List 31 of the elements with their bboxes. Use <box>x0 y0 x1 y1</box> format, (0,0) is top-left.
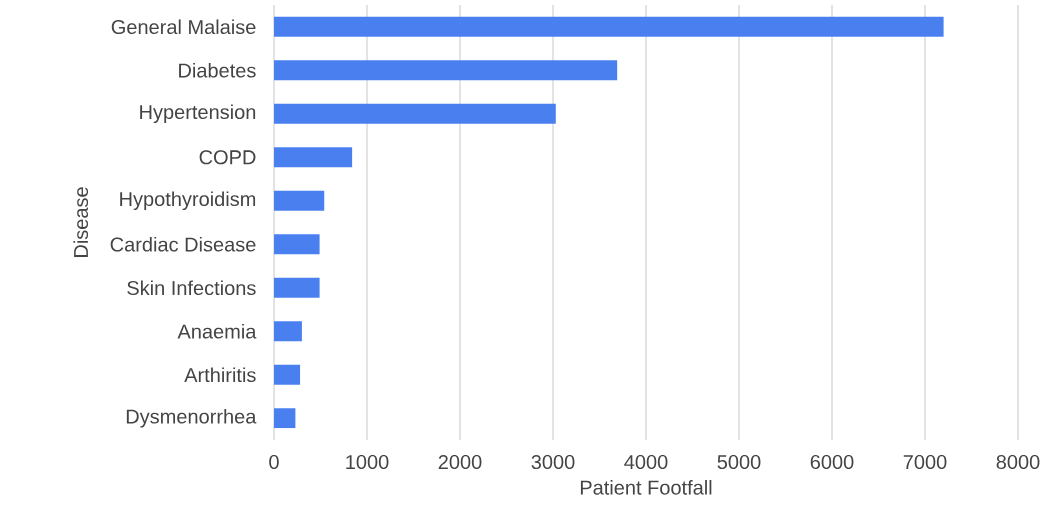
bar <box>274 190 325 211</box>
x-tick-label: 6000 <box>810 454 854 470</box>
bar <box>274 103 556 124</box>
bar <box>274 321 302 342</box>
x-tick-label: 5000 <box>717 454 761 470</box>
x-tick-label: 1000 <box>346 454 389 470</box>
y-tick-label: Dysmenorrhea <box>126 408 257 428</box>
bar <box>274 147 353 168</box>
y-tick-label: Hypothyroidism <box>120 191 256 211</box>
y-tick-label: Cardiac Disease <box>110 236 256 252</box>
x-tick-label: 7000 <box>903 454 947 470</box>
y-tick-label: COPD <box>199 150 256 165</box>
y-tick-label: Anaemia <box>177 323 257 339</box>
x-tick-label: 4000 <box>624 454 668 470</box>
y-tick-label: Skin Infections <box>127 280 256 296</box>
x-tick-label: 0 <box>269 454 279 470</box>
y-tick-label: Hypertension <box>140 104 256 124</box>
bar <box>274 16 944 37</box>
x-tick-label: 8000 <box>996 454 1040 470</box>
bar <box>274 408 296 429</box>
y-tick-label: Diabetes <box>179 62 256 78</box>
bar <box>274 234 320 255</box>
x-tick-label: 3000 <box>531 454 575 470</box>
bar <box>274 60 618 81</box>
bar <box>274 364 301 385</box>
x-axis-title: Patient Footfall <box>580 480 712 495</box>
bar <box>274 277 320 298</box>
y-axis-title: Disease <box>73 187 89 257</box>
y-tick-label: Arthiritis <box>184 367 256 383</box>
x-tick-label: 2000 <box>438 454 482 470</box>
y-tick-label: General Malaise <box>111 19 256 35</box>
